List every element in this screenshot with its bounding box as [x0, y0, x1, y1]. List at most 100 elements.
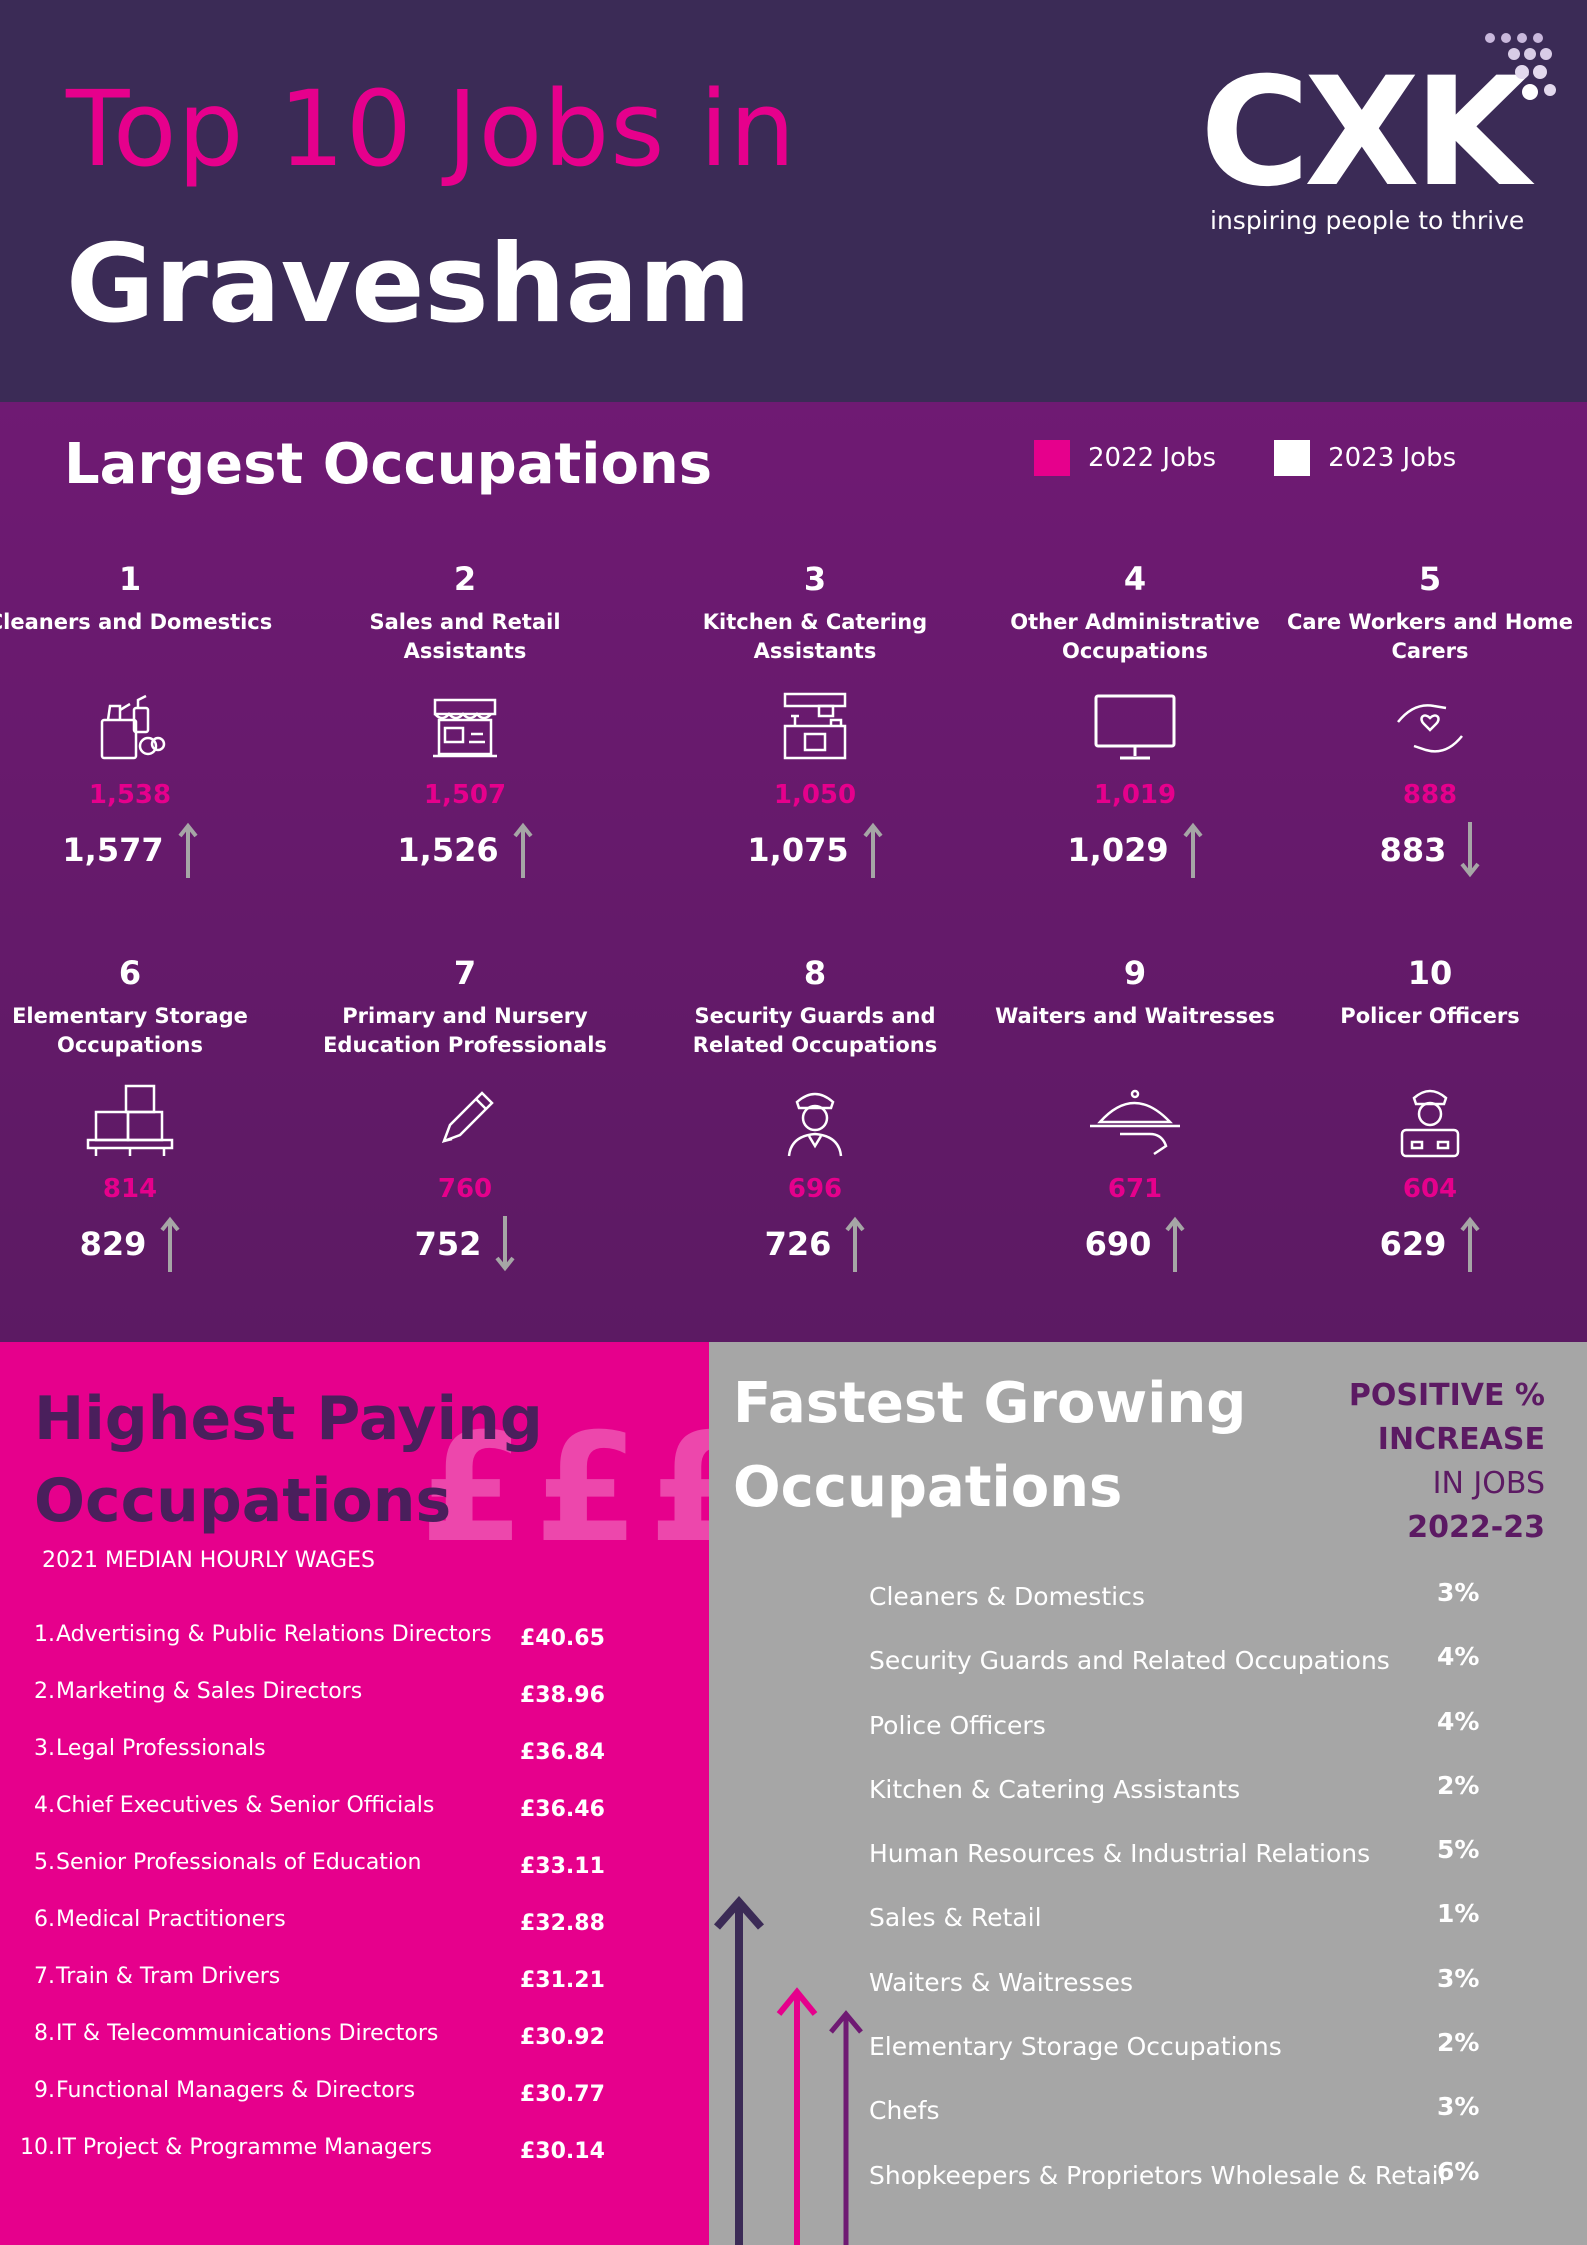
pay-item-number: 8. [34, 2021, 55, 2046]
growth-item-percent: 4% [1437, 1642, 1480, 1672]
jobs-2023-value: 1,526 [397, 831, 499, 869]
legend-swatch-2023 [1274, 440, 1311, 476]
growth-arrows-icon [713, 1895, 863, 2245]
occupation-rank: 8 [803, 954, 827, 992]
boxes-pallet-icon [0, 1070, 275, 1170]
pay-list-item: 6. Medical Practitioners £32.88 [0, 1907, 709, 1964]
pay-item-wage: £32.88 [520, 1911, 605, 1936]
highest-paying-title: Highest Paying Occupations [34, 1378, 543, 1542]
occupation-card: 4 Other Administrative Occupations 1,019 1,… [990, 560, 1280, 880]
pay-item-wage: £36.84 [520, 1740, 605, 1765]
occupation-name: Waiters and Waitresses [995, 1004, 1275, 1028]
highest-paying-section: £££ Highest Paying Occupations 2021 MEDI… [0, 1342, 709, 2245]
growth-list-item: Elementary Storage Occupations 2% [709, 2028, 1587, 2096]
jobs-2023-value: 1,029 [1067, 831, 1169, 869]
positive-increase-note: POSITIVE % INCREASE IN JOBS 2022-23 [1349, 1374, 1545, 1550]
shop-stall-icon [320, 676, 610, 776]
jobs-2023-row: 1,526 [320, 820, 610, 880]
pay-list-item: 8. IT & Telecommunications Directors £30.9… [0, 2021, 709, 2078]
jobs-2023-row: 1,075 [670, 820, 960, 880]
pay-item-number: 10. [20, 2135, 55, 2160]
trend-up-arrow-icon [1165, 1216, 1185, 1272]
jobs-2022-value: 814 [102, 1174, 158, 1204]
highest-paying-subtitle: 2021 MEDIAN HOURLY WAGES [42, 1548, 375, 1573]
note-line-1: POSITIVE % [1348, 1378, 1545, 1413]
pay-item-number: 3. [34, 1736, 55, 1761]
trend-up-arrow-icon [845, 1216, 865, 1272]
pay-item-wage: £30.14 [520, 2139, 605, 2164]
jobs-2022-value: 760 [437, 1174, 493, 1204]
trend-up-arrow-icon [178, 822, 198, 878]
jobs-2023-value: 883 [1379, 831, 1447, 869]
growth-list-item: Kitchen & Catering Assistants 2% [709, 1771, 1587, 1839]
trend-down-arrow-icon [1460, 822, 1480, 878]
occupation-name: Care Workers and Home Carers [1286, 610, 1574, 663]
occupation-name: Sales and Retail Assistants [369, 610, 561, 663]
logo-text: CXK [1200, 46, 1530, 220]
pay-item-wage: £30.92 [520, 2025, 605, 2050]
jobs-2023-row: 752 [320, 1214, 610, 1274]
kitchen-icon [670, 676, 960, 776]
growth-item-name: Human Resources & Industrial Relations [869, 1839, 1371, 1869]
growth-item-name: Police Officers [869, 1710, 1046, 1740]
growth-item-percent: 1% [1437, 1899, 1480, 1929]
jobs-2023-value: 629 [1379, 1225, 1447, 1263]
jobs-2022-value: 671 [1107, 1174, 1163, 1204]
jobs-2023-row: 726 [670, 1214, 960, 1274]
growth-item-name: Kitchen & Catering Assistants [869, 1774, 1241, 1804]
highest-paying-list: 1. Advertising & Public Relations Directo… [0, 1622, 709, 2192]
jobs-2023-row: 1,577 [0, 820, 275, 880]
occupation-name: Policer Officers [1340, 1004, 1520, 1028]
pay-list-item: 10. IT Project & Programme Managers £30.14 [0, 2135, 709, 2192]
trend-up-arrow-icon [1460, 1216, 1480, 1272]
pay-item-name: Advertising & Public Relations Directors [56, 1622, 492, 1647]
pay-item-name: Train & Tram Drivers [56, 1964, 281, 1989]
jobs-2023-row: 829 [0, 1214, 275, 1274]
fastest-growing-title-line-2: Occupations [733, 1455, 1123, 1520]
occupation-name: Kitchen & Catering Assistants [702, 610, 928, 663]
pay-list-item: 7. Train & Tram Drivers £31.21 [0, 1964, 709, 2021]
highest-paying-title-line-2: Occupations [34, 1466, 452, 1536]
growth-item-percent: 2% [1437, 1770, 1480, 1800]
legend-label-2023: 2023 Jobs [1328, 443, 1457, 473]
growth-list-item: Shopkeepers & Proprietors Wholesale & Re… [709, 2157, 1587, 2225]
occupation-card: 7 Primary and Nursery Education Professio… [320, 954, 610, 1274]
growth-item-name: Elementary Storage Occupations [869, 2032, 1282, 2062]
growth-item-name: Waiters & Waitresses [869, 1967, 1134, 1997]
pay-list-item: 4. Chief Executives & Senior Officials £36… [0, 1793, 709, 1850]
jobs-2023-value: 690 [1084, 1225, 1152, 1263]
jobs-2022-value: 888 [1402, 780, 1458, 810]
pay-item-name: IT Project & Programme Managers [56, 2135, 433, 2160]
pay-item-name: Medical Practitioners [56, 1907, 286, 1932]
pay-item-wage: £40.65 [520, 1626, 605, 1651]
police-officer-icon [1285, 1070, 1575, 1170]
pay-list-item: 2. Marketing & Sales Directors £38.96 [0, 1679, 709, 1736]
occupation-card: 5 Care Workers and Home Carers 888 883 [1285, 560, 1575, 880]
jobs-2023-row: 690 [990, 1214, 1280, 1274]
trend-up-arrow-icon [863, 822, 883, 878]
highest-paying-title-line-1: Highest Paying [34, 1384, 543, 1454]
pay-list-item: 9. Functional Managers & Directors £30.77 [0, 2078, 709, 2135]
pay-item-name: Legal Professionals [56, 1736, 266, 1761]
occupation-card: 8 Security Guards and Related Occupations… [670, 954, 960, 1274]
legend-swatch-2022 [1034, 440, 1070, 476]
growth-list-item: Police Officers 4% [709, 1707, 1587, 1775]
pay-list-item: 1. Advertising & Public Relations Directo… [0, 1622, 709, 1679]
pay-item-wage: £31.21 [520, 1968, 605, 1993]
largest-occupations-title: Largest Occupations [64, 432, 713, 497]
title-line-2: Gravesham [66, 222, 752, 347]
jobs-2023-value: 752 [414, 1225, 482, 1263]
trend-up-arrow-icon [513, 822, 533, 878]
jobs-2022-value: 1,050 [773, 780, 857, 810]
monitor-icon [990, 676, 1280, 776]
growth-item-percent: 3% [1437, 2092, 1480, 2122]
growth-item-percent: 6% [1437, 2156, 1480, 2186]
jobs-2022-value: 604 [1402, 1174, 1458, 1204]
pay-item-number: 9. [34, 2078, 55, 2103]
occupation-card: 9 Waiters and Waitresses 671 690 [990, 954, 1280, 1274]
growth-list-item: Human Resources & Industrial Relations 5% [709, 1835, 1587, 1903]
jobs-2023-row: 883 [1285, 820, 1575, 880]
jobs-2022-value: 1,507 [423, 780, 507, 810]
cxk-logo: CXK inspiring people to thrive [1200, 28, 1570, 248]
note-line-4: 2022-23 [1407, 1510, 1545, 1545]
